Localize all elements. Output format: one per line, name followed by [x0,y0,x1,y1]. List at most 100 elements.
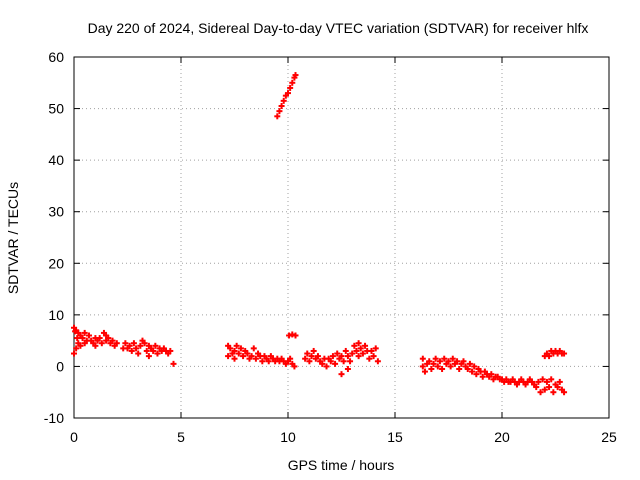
data-point [287,84,294,91]
data-point [265,358,272,365]
data-point [374,358,381,365]
data-point [319,360,326,367]
data-point [488,371,495,378]
data-point [240,353,247,360]
y-tick-label: 60 [48,49,64,65]
data-point [546,384,553,391]
data-point [419,355,426,362]
data-point [554,384,561,391]
data-point [233,342,240,349]
plot-frame [73,56,610,419]
data-point [167,347,174,354]
data-point [349,350,356,357]
y-tick-label: 30 [48,204,64,220]
data-point [113,340,120,347]
y-tick-label: 10 [48,307,64,323]
grid-lines [74,57,609,418]
data-point [92,342,99,349]
data-point [533,384,540,391]
data-point [342,347,349,354]
data-point [141,340,148,347]
data-point [130,340,137,347]
data-point [235,350,242,357]
data-point [421,368,428,375]
data-point [338,371,345,378]
data-point [276,108,283,115]
data-point [449,355,456,362]
data-point [77,342,84,349]
data-point [355,353,362,360]
data-point [143,347,150,354]
data-point [454,358,461,365]
data-point [430,360,437,367]
data-point [366,355,373,362]
data-point [135,350,142,357]
data-point [137,342,144,349]
data-point [133,345,140,352]
data-point [556,378,563,385]
data-point [310,347,317,354]
data-point [154,350,161,357]
data-point [466,360,473,367]
data-point [434,363,441,370]
data-point [248,353,255,360]
data-point [126,342,133,349]
data-point [456,366,463,373]
data-point [464,366,471,373]
data-point [73,345,80,352]
data-point [302,355,309,362]
data-points [71,72,568,396]
data-point [426,358,433,365]
x-tick-label: 20 [494,429,510,445]
data-point [287,355,294,362]
data-point [338,353,345,360]
data-point [351,342,358,349]
data-point [344,366,351,373]
data-point [368,347,375,354]
data-point [537,389,544,396]
y-tick-label: -10 [44,410,64,426]
data-point [289,79,296,86]
data-point [471,363,478,370]
x-tick-label: 15 [387,429,403,445]
data-point [550,389,557,396]
data-point [81,329,88,336]
data-point [353,347,360,354]
data-point [286,332,293,339]
data-point [323,363,330,370]
data-point [327,358,334,365]
y-tick-label: 50 [48,101,64,117]
x-axis-label: GPS time / hours [288,457,395,473]
data-point [304,350,311,357]
data-point [441,355,448,362]
data-point [227,345,234,352]
x-tick-label: 0 [70,429,78,445]
data-point [359,350,366,357]
data-point [85,332,92,339]
x-tick-label: 5 [177,429,185,445]
data-point [535,378,542,385]
data-point [439,366,446,373]
data-point [541,386,548,393]
data-point [291,363,298,370]
data-point [561,350,568,357]
data-point [357,345,364,352]
data-point [231,355,238,362]
data-point [74,335,81,342]
data-point [329,353,336,360]
data-point [432,355,439,362]
data-point [460,358,467,365]
data-point [105,335,112,342]
data-point [237,345,244,352]
data-point [170,360,177,367]
data-point [250,345,257,352]
data-point [145,353,152,360]
data-point [355,340,362,347]
data-point [372,345,379,352]
data-point [436,358,443,365]
data-point [340,358,347,365]
data-point [344,353,351,360]
data-point [370,353,377,360]
data-point [347,358,354,365]
